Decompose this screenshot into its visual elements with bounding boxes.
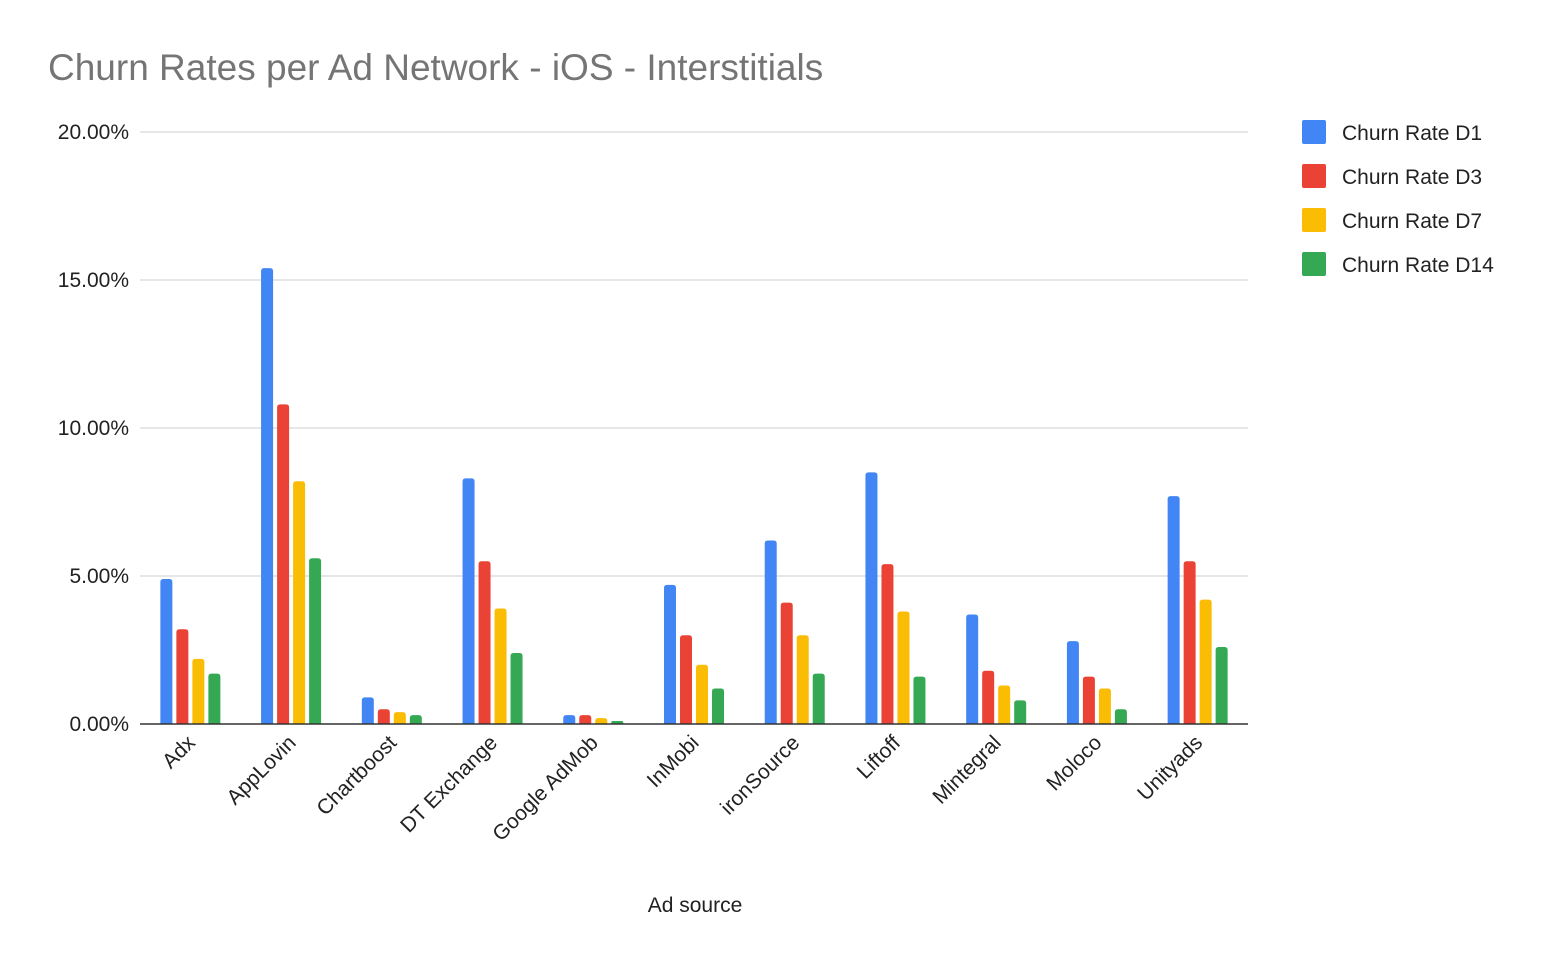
x-tick-label: Moloco — [1042, 731, 1106, 795]
y-tick-label: 20.00% — [58, 121, 129, 144]
x-tick-label: Adx — [158, 731, 200, 773]
y-tick-label: 0.00% — [69, 713, 129, 736]
bar-unityads-d0 — [1167, 496, 1180, 724]
bar-dt-exchange-d0 — [462, 478, 475, 724]
bar-inmobi-d0 — [664, 584, 676, 724]
bar-ironsource-d1 — [780, 602, 793, 724]
x-tick-label: Liftoff — [853, 731, 905, 783]
bar-applovin-d0 — [261, 268, 274, 724]
legend: Churn Rate D1 Churn Rate D3 Churn Rate D7 C… — [1302, 120, 1494, 277]
bar-mintegral-d0 — [966, 614, 979, 724]
bar-adx-d1 — [176, 629, 189, 724]
bar-inmobi-d3 — [712, 688, 724, 724]
bar-unityads-d2 — [1199, 599, 1212, 724]
x-tick-label: Unityads — [1133, 731, 1207, 805]
bar-moloco-d1 — [1082, 676, 1095, 724]
bar-unityads-d3 — [1215, 647, 1228, 724]
bar-chartboost-d0 — [361, 697, 374, 724]
bar-liftoff-d1 — [881, 564, 894, 724]
x-tick-label: DT Exchange — [396, 731, 502, 837]
bar-ironsource-d2 — [796, 635, 809, 724]
bar-inmobi-d1 — [680, 635, 692, 724]
bar-moloco-d3 — [1114, 709, 1127, 724]
bar-dt-exchange-d3 — [510, 652, 523, 724]
legend-swatch — [1302, 120, 1326, 144]
bar-mintegral-d2 — [998, 685, 1011, 724]
x-tick-label: AppLovin — [222, 731, 300, 809]
legend-label: Churn Rate D3 — [1342, 166, 1482, 189]
bar-liftoff-d0 — [865, 472, 878, 724]
legend-swatch — [1302, 252, 1326, 276]
bar-dt-exchange-d2 — [494, 608, 507, 724]
bar-ironsource-d3 — [812, 673, 825, 724]
bar-adx-d2 — [192, 658, 205, 724]
y-tick-label: 15.00% — [58, 269, 129, 292]
legend-swatch — [1302, 164, 1326, 188]
bars — [160, 268, 1228, 724]
bar-google-admob-d2 — [595, 718, 608, 724]
bar-moloco-d0 — [1066, 641, 1079, 724]
gridlines — [140, 131, 1248, 577]
legend-label: Churn Rate D1 — [1342, 122, 1482, 145]
bar-inmobi-d2 — [696, 664, 708, 724]
x-tick-label: Google AdMob — [488, 731, 603, 846]
x-tick-label: Mintegral — [928, 731, 1005, 808]
bar-ironsource-d0 — [764, 540, 777, 724]
bar-liftoff-d3 — [913, 676, 926, 724]
legend-swatch — [1302, 208, 1326, 232]
y-tick-label: 10.00% — [58, 417, 129, 440]
bar-mintegral-d1 — [982, 670, 995, 724]
bar-google-admob-d1 — [579, 715, 592, 724]
x-tick-label: InMobi — [643, 731, 704, 792]
bar-chartboost-d1 — [377, 709, 390, 724]
bar-moloco-d2 — [1098, 688, 1111, 724]
bar-applovin-d2 — [293, 481, 306, 724]
bar-liftoff-d2 — [897, 611, 910, 724]
bar-chartboost-d3 — [409, 715, 422, 724]
bar-adx-d3 — [208, 673, 221, 724]
bar-applovin-d3 — [309, 558, 322, 724]
bar-dt-exchange-d1 — [478, 561, 491, 724]
bar-unityads-d1 — [1183, 561, 1196, 724]
x-tick-label: ironSource — [716, 731, 804, 819]
legend-label: Churn Rate D14 — [1342, 254, 1494, 277]
legend-label: Churn Rate D7 — [1342, 210, 1482, 233]
x-tick-label: Chartboost — [312, 731, 401, 820]
bar-google-admob-d0 — [563, 715, 576, 724]
y-tick-label: 5.00% — [69, 565, 129, 588]
bar-adx-d0 — [160, 578, 173, 724]
bar-mintegral-d3 — [1014, 700, 1027, 724]
bar-applovin-d1 — [277, 404, 290, 724]
x-axis-label: Ad source — [648, 894, 743, 917]
chart-title: Churn Rates per Ad Network - iOS - Inter… — [48, 47, 823, 88]
bar-chartboost-d2 — [393, 712, 406, 724]
y-axis-ticks: 0.00% 5.00% 10.00% 15.00% 20.00% — [58, 121, 129, 736]
